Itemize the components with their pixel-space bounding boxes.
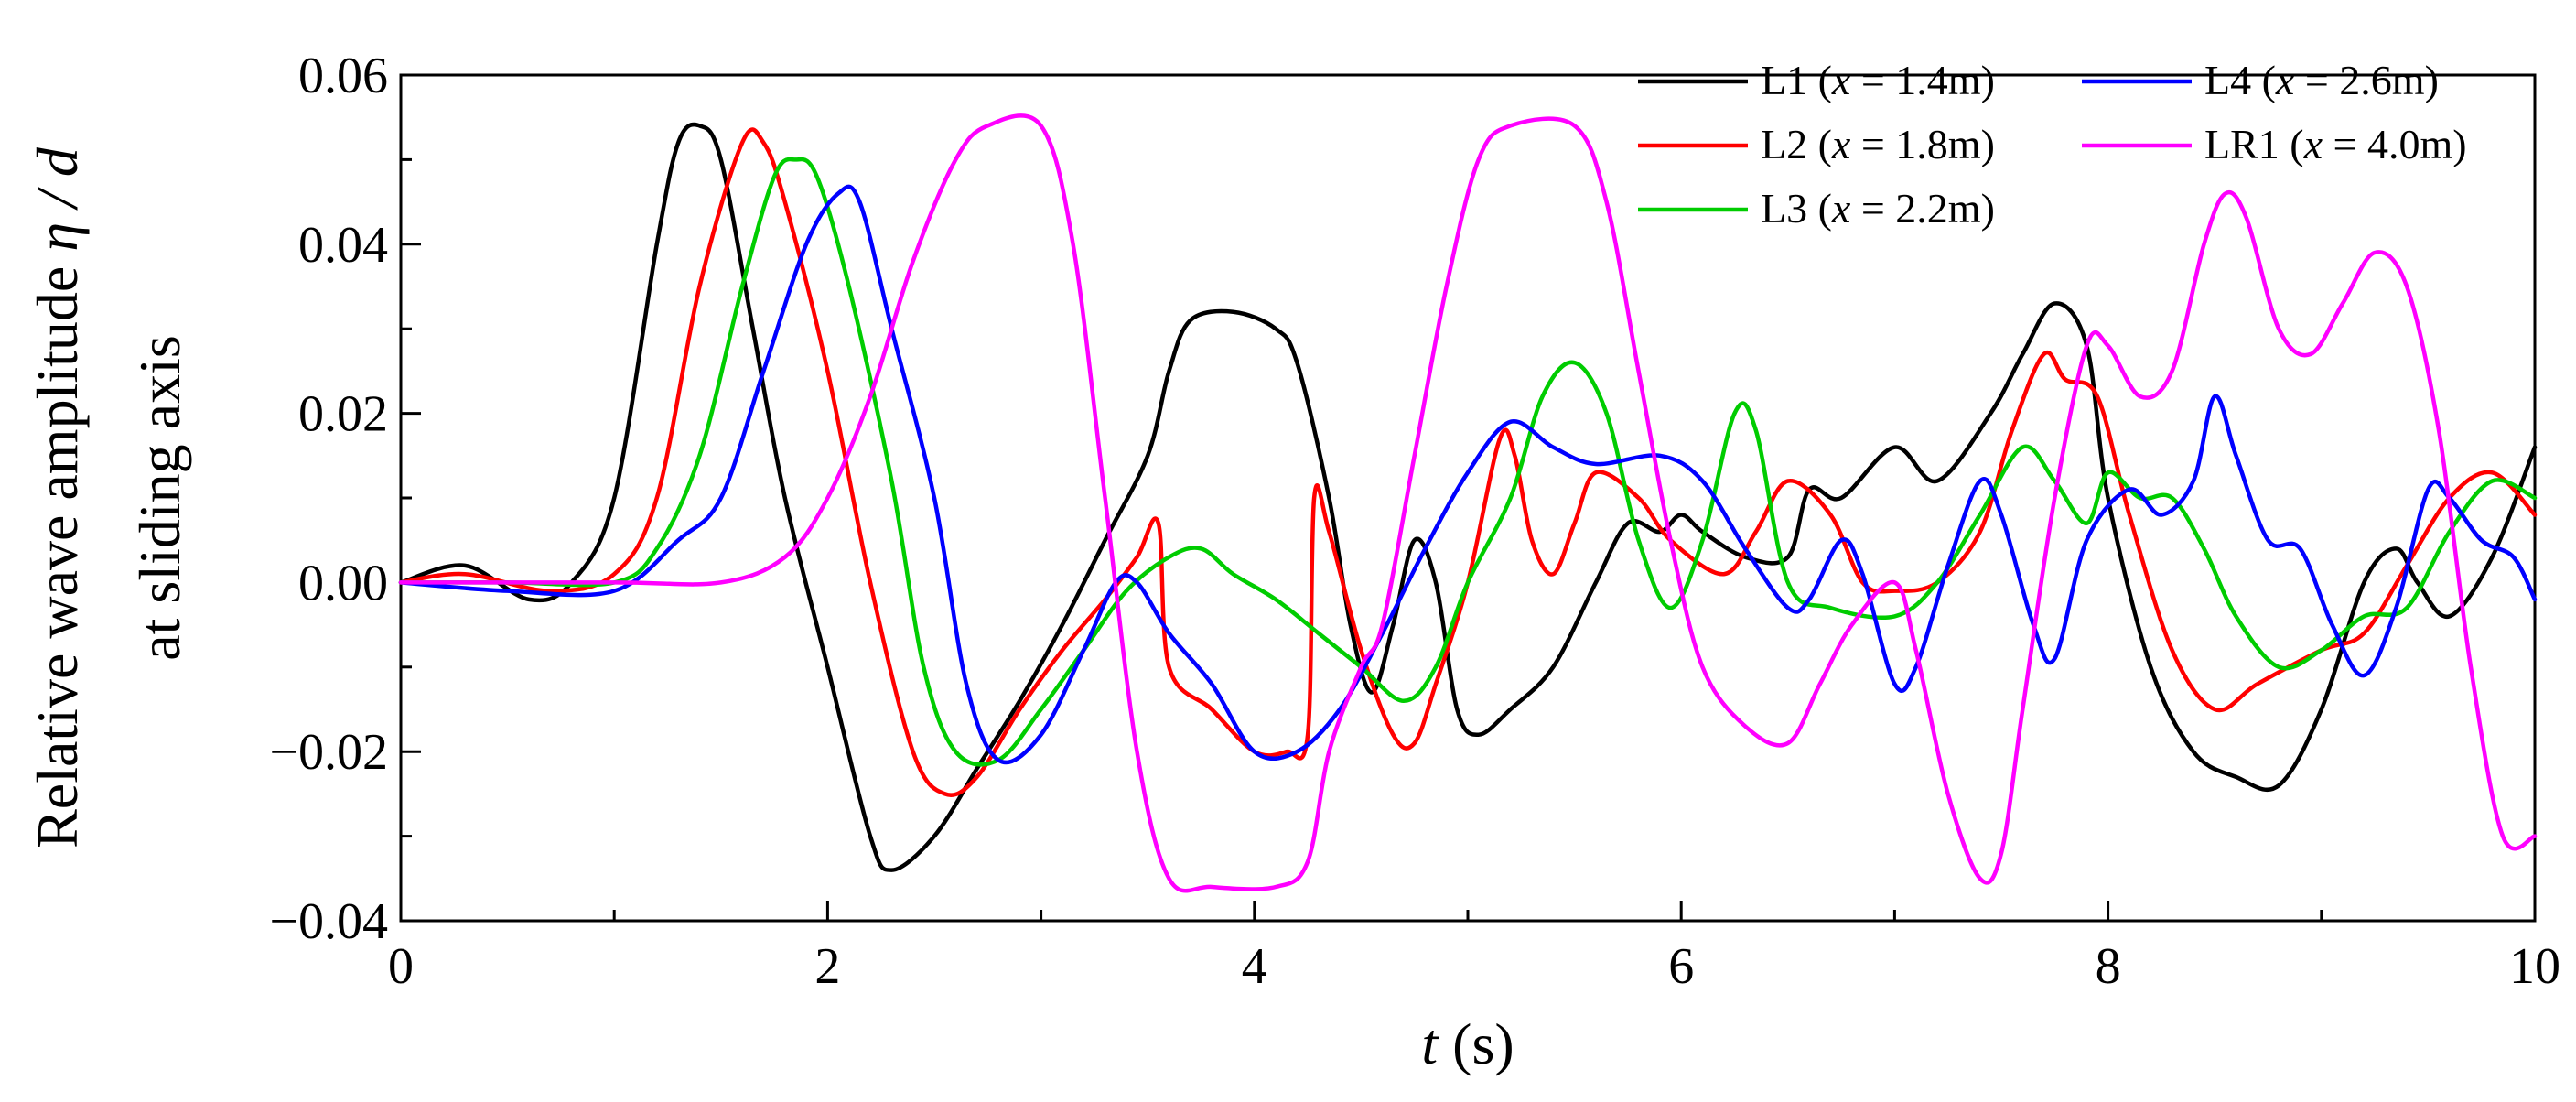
x-axis-title: t (s) <box>1421 1011 1514 1076</box>
series-line-l3 <box>398 157 2538 767</box>
y-tick-label: −0.02 <box>269 724 388 781</box>
x-axis-variable: t <box>1421 1011 1439 1076</box>
series-layer <box>398 113 2538 893</box>
x-tick-label: 6 <box>1668 938 1694 995</box>
x-tick-label: 2 <box>814 938 840 995</box>
x-tick-label: 10 <box>2509 938 2560 995</box>
legend: L1 (x = 1.4m) L2 (x = 1.8m) L3 (x = 2.2m) L… <box>1638 57 2467 232</box>
legend-label-lr1: LR1 (x = 4.0m) <box>2204 121 2467 167</box>
series-line-l4 <box>398 184 2538 765</box>
x-tick-label: 0 <box>388 938 414 995</box>
y-axis-title-line2: at sliding axis <box>127 335 192 661</box>
legend-label-l4: L4 (x = 2.6m) <box>2204 57 2439 103</box>
y-tick-label: 0.00 <box>298 555 388 611</box>
legend-label-l3: L3 (x = 2.2m) <box>1761 185 1995 232</box>
x-axis: 0 2 4 6 8 10 <box>388 901 2560 995</box>
y-tick-label: 0.04 <box>298 217 388 274</box>
y-tick-label: 0.06 <box>298 48 388 104</box>
x-axis-unit: (s) <box>1438 1011 1514 1076</box>
x-tick-label: 8 <box>2096 938 2121 995</box>
legend-label-l1: L1 (x = 1.4m) <box>1761 57 1995 103</box>
y-axis-title-variable: η / d <box>25 146 90 252</box>
y-tick-label: −0.04 <box>269 893 388 950</box>
y-axis-title-text: Relative wave amplitude <box>25 252 90 848</box>
y-axis-title-line1: Relative wave amplitude η / d <box>25 146 90 848</box>
x-tick-label: 4 <box>1242 938 1267 995</box>
y-axis: −0.04 −0.02 0.00 0.02 0.04 0.06 <box>269 48 421 950</box>
y-tick-label: 0.02 <box>298 386 388 443</box>
series-line-lr1 <box>398 113 2538 893</box>
series-line-l1 <box>398 122 2538 872</box>
series-line-l2 <box>398 127 2538 797</box>
legend-label-l2: L2 (x = 1.8m) <box>1761 121 1995 167</box>
